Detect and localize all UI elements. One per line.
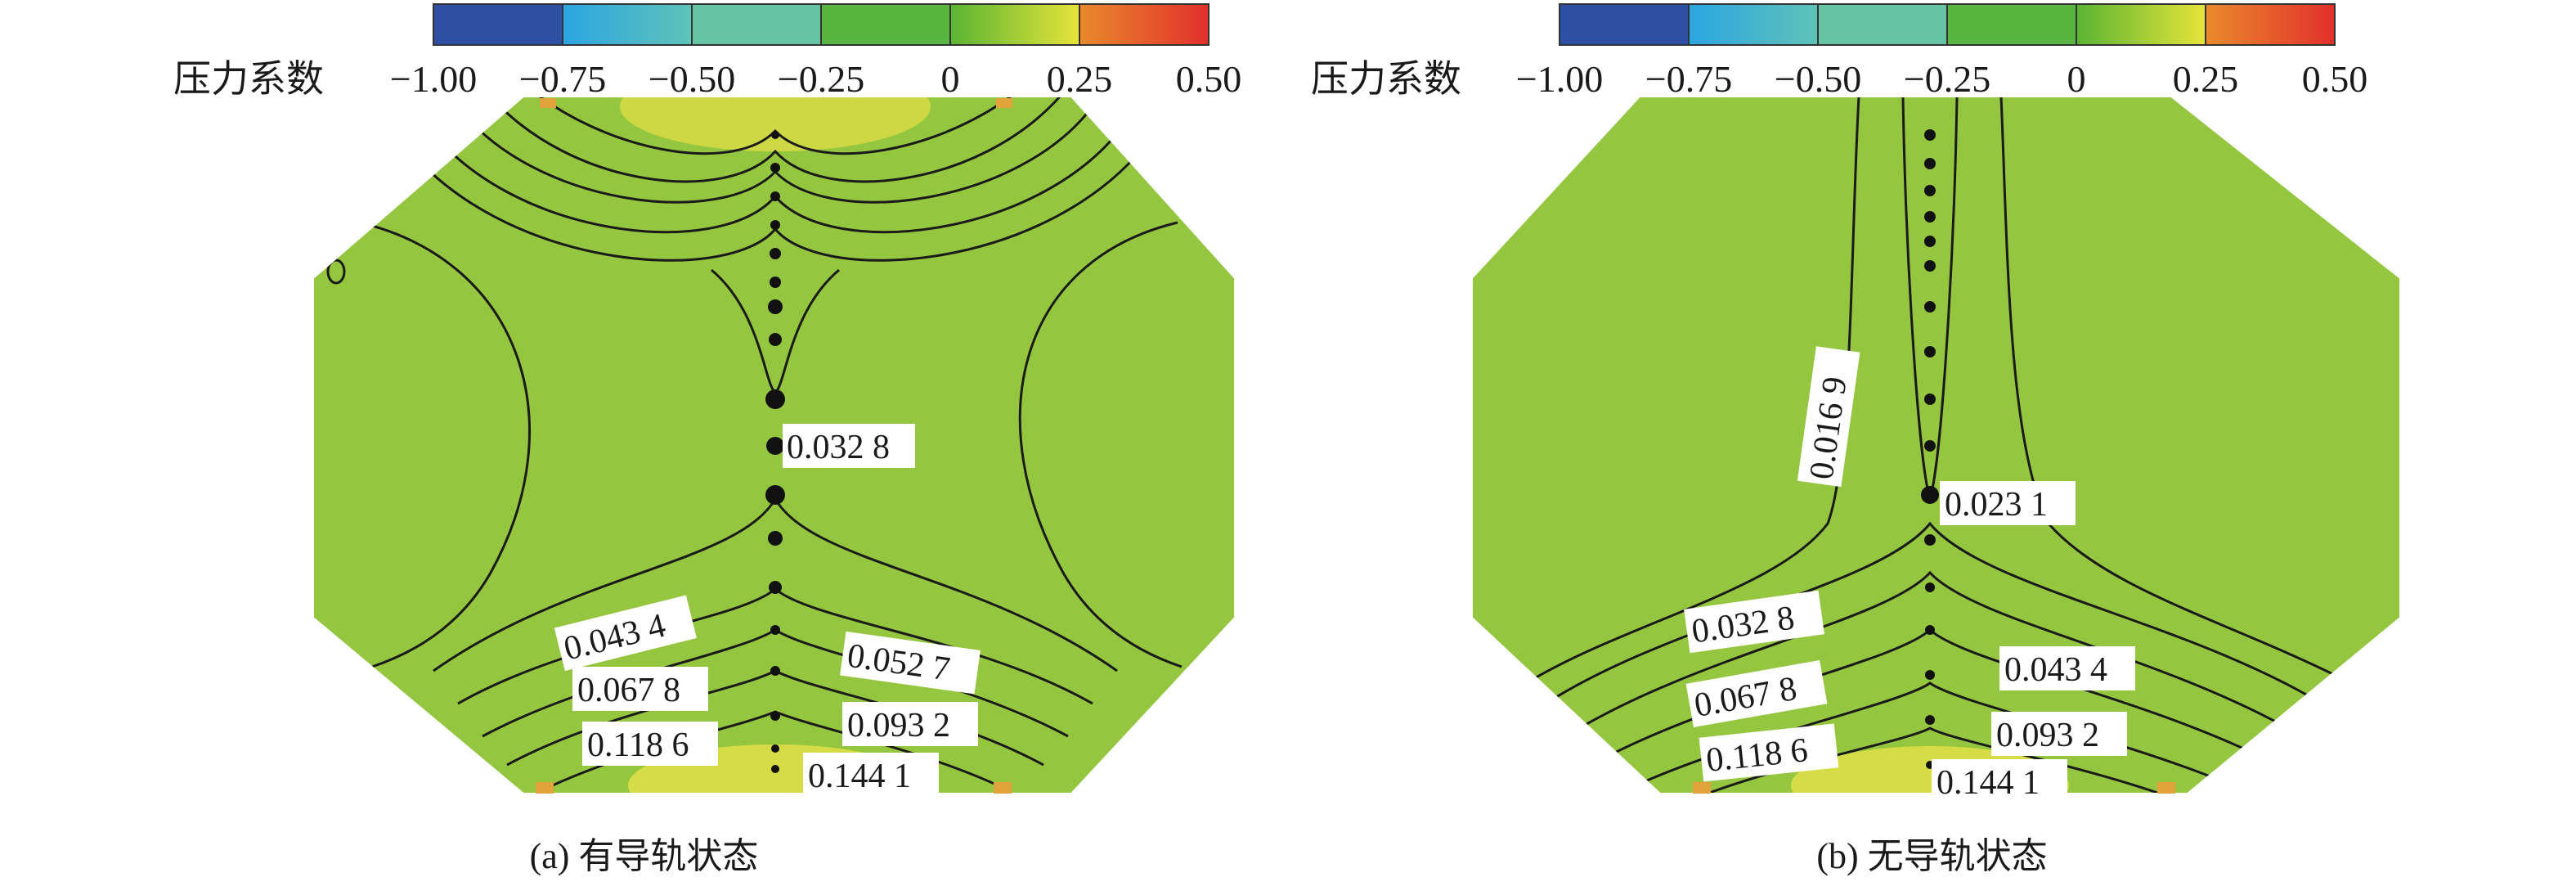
legend-tick: 0: [2067, 58, 2086, 100]
svg-text:0.043 4: 0.043 4: [2004, 651, 2107, 689]
legend-tick: −1.00: [1516, 58, 1603, 100]
corner-marker: [2157, 782, 2175, 794]
contour-label: 0.093 2: [842, 702, 978, 746]
corner-marker: [994, 782, 1012, 794]
legend-segment: [950, 4, 1079, 45]
legend-tick: −0.75: [1645, 58, 1732, 100]
contour-label: 0.118 6: [1699, 723, 1839, 782]
contour-label: 0.032 8: [783, 424, 915, 468]
svg-text:0.118 6: 0.118 6: [587, 726, 689, 764]
caption-a: (a) 有导轨状态: [529, 836, 759, 876]
legend-tick: 0.50: [2302, 58, 2368, 100]
legend-ticks: −1.00 −0.75 −0.50 −0.25 0 0.25 0.50: [1516, 58, 2367, 100]
legend-segment: [2206, 4, 2335, 45]
legend-title: 压力系数: [1311, 58, 1461, 100]
contour-label: 0.043 4: [1999, 646, 2135, 690]
legend-segment: [2076, 4, 2206, 45]
panel-without-guide-rail: 压力系数 −1.00 −0.75 −0.50 −0.25 0 0.25 0.50: [1288, 0, 2576, 886]
svg-text:0.144 1: 0.144 1: [1936, 764, 2040, 802]
legend-segment: [821, 4, 950, 45]
legend-tick: −0.25: [1904, 58, 1990, 100]
contour-label: 0.118 6: [582, 722, 718, 766]
contour-label: 0.067 8: [572, 667, 708, 711]
probe-points: [765, 131, 785, 773]
contour-label: 0.023 1: [1940, 481, 2076, 525]
panel-a-figure: 压力系数 −1.00 −0.75 −0.50 −0.25 0 0.25 0.50: [173, 3, 1241, 797]
panel-b-figure: 压力系数 −1.00 −0.75 −0.50 −0.25 0 0.25 0.50: [1311, 3, 2401, 803]
svg-text:0.032 8: 0.032 8: [787, 429, 890, 466]
legend-segment: [433, 4, 563, 45]
probe-points: [1921, 129, 1939, 769]
legend-tick: 0: [941, 58, 960, 100]
caption-b: (b) 无导轨状态: [1816, 836, 2048, 876]
legend-tick: 0.25: [1047, 58, 1113, 100]
legend-segment: [1560, 4, 1689, 45]
legend-segment: [692, 4, 821, 45]
contour-label-group: 0.032 8 0.043 4 0.067 8 0.118 6 0.052 7 …: [554, 424, 981, 797]
svg-text:0.093 2: 0.093 2: [847, 707, 950, 744]
legend-tick: −0.25: [778, 58, 864, 100]
corner-marker: [536, 782, 554, 794]
legend-colorbar: [433, 3, 1209, 46]
legend-tick: −0.50: [1775, 58, 1861, 100]
legend-segment: [1947, 4, 2076, 45]
contour-label: 0.052 7: [840, 631, 981, 695]
svg-text:0.023 1: 0.023 1: [1945, 486, 2048, 524]
legend-colorbar: [1559, 3, 2336, 46]
legend-tick: −1.00: [390, 58, 477, 100]
svg-text:0.067 8: 0.067 8: [577, 672, 680, 709]
legend-segment: [1689, 4, 1818, 45]
legend-tick: 0.25: [2173, 58, 2239, 100]
legend-tick: −0.50: [648, 58, 735, 100]
legend-segment: [563, 4, 692, 45]
corner-marker: [540, 98, 556, 108]
legend-tick: −0.75: [519, 58, 606, 100]
legend-tick: 0.50: [1176, 58, 1242, 100]
pressure-field: [313, 97, 1235, 794]
corner-marker: [996, 98, 1012, 108]
panel-with-guide-rail: 压力系数 −1.00 −0.75 −0.50 −0.25 0 0.25 0.50: [173, 3, 1241, 876]
contour-lines: [1533, 97, 2344, 794]
contour-label: 0.093 2: [1991, 712, 2127, 756]
legend-ticks: −1.00 −0.75 −0.50 −0.25 0 0.25 0.50: [390, 58, 1241, 100]
legend-segment: [1079, 4, 1209, 45]
svg-text:0.093 2: 0.093 2: [1996, 717, 2099, 754]
contour-label: 0.144 1: [803, 753, 939, 797]
contour-label: 0.144 1: [1932, 759, 2067, 803]
corner-marker: [1693, 782, 1711, 794]
legend-segment: [1818, 4, 1947, 45]
svg-text:0.144 1: 0.144 1: [808, 758, 911, 795]
legend-title: 压力系数: [173, 58, 324, 100]
